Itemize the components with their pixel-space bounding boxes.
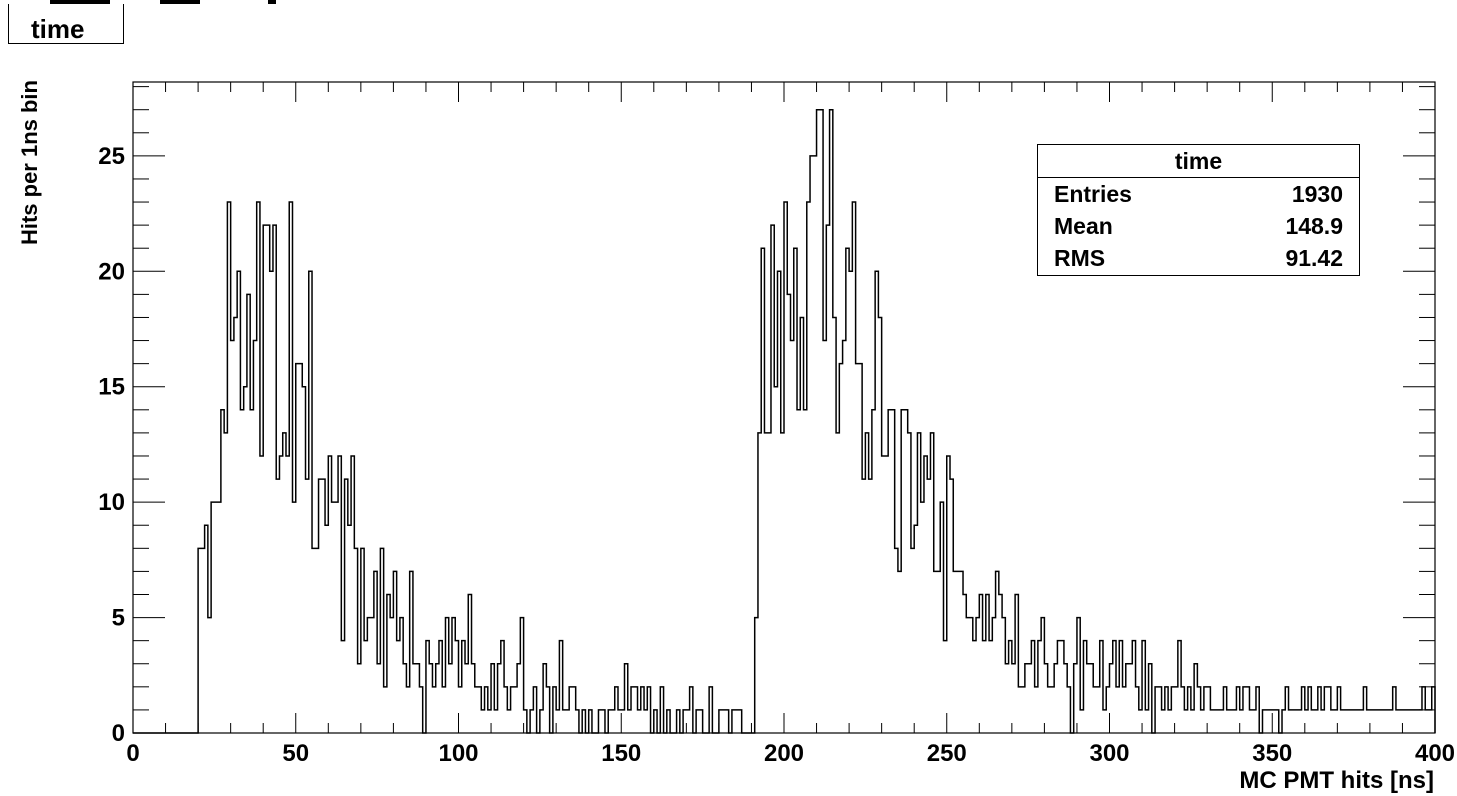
- stats-label: Mean: [1054, 213, 1113, 239]
- x-tick-label: 400: [1415, 740, 1455, 767]
- x-tick-label: 300: [1089, 740, 1129, 767]
- x-tick-label: 200: [764, 740, 804, 767]
- x-tick-label: 100: [438, 740, 478, 767]
- y-axis-label: Hits per 1ns bin: [17, 80, 42, 245]
- stats-value: 148.9: [1285, 213, 1343, 239]
- stats-box-title: time: [1038, 145, 1359, 178]
- stats-box: time Entries 1930 Mean 148.9 RMS 91.42: [1037, 144, 1360, 276]
- y-tick-label: 5: [112, 605, 125, 632]
- canvas-title-label: time: [31, 14, 85, 44]
- stats-value: 91.42: [1285, 245, 1343, 271]
- x-tick-label: 150: [601, 740, 641, 767]
- x-tick-label: 350: [1252, 740, 1292, 767]
- y-tick-label: 0: [112, 720, 125, 747]
- stats-label: RMS: [1054, 245, 1106, 271]
- stats-label: Entries: [1054, 181, 1132, 207]
- histogram-series: [133, 108, 1436, 734]
- stats-row-entries: Entries 1930: [1038, 178, 1359, 210]
- x-tick-label: 250: [927, 740, 967, 767]
- x-axis-ticks: 0 50 100 150 200 250 300 350 400: [126, 82, 1455, 767]
- x-tick-label: 0: [126, 740, 139, 767]
- y-tick-label: 25: [98, 143, 125, 170]
- y-tick-label: 15: [98, 374, 125, 401]
- stats-row-rms: RMS 91.42: [1038, 242, 1359, 274]
- canvas-title-clipped: [10, 0, 280, 6]
- stats-value: 1930: [1291, 181, 1343, 207]
- canvas-title-tab: time: [8, 4, 124, 44]
- stats-row-mean: Mean 148.9: [1038, 210, 1359, 242]
- x-axis-label: MC PMT hits [ns]: [1239, 767, 1434, 794]
- y-tick-label: 20: [98, 258, 125, 285]
- y-tick-label: 10: [98, 489, 125, 516]
- x-tick-label: 50: [282, 740, 309, 767]
